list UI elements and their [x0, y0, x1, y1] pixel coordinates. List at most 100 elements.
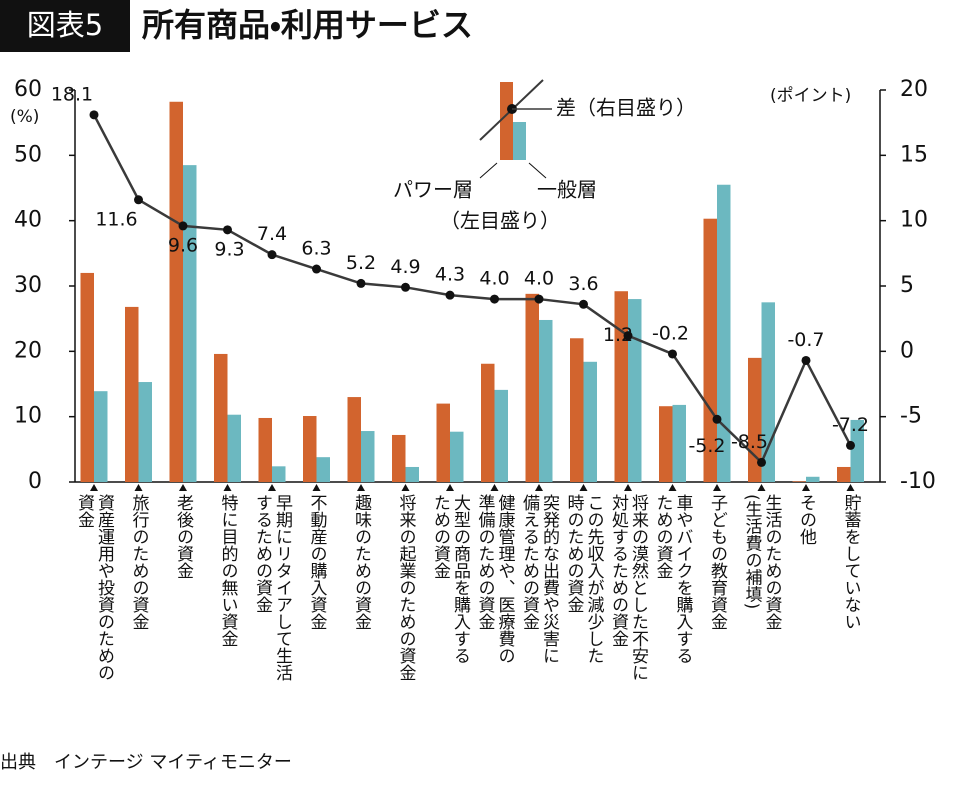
- bar: [347, 397, 361, 482]
- point: [223, 225, 232, 235]
- category-marker: [846, 484, 855, 491]
- x-tick-label: 不動産の購入資金: [306, 494, 327, 630]
- value-label: -0.7: [787, 329, 824, 351]
- x-tick-label: 貯蓄をしていない: [840, 494, 861, 630]
- y-tick-label: 20: [14, 338, 42, 363]
- point: [668, 349, 677, 359]
- category-marker: [134, 484, 143, 491]
- point: [623, 331, 633, 341]
- category-marker: [490, 484, 499, 491]
- point: [267, 250, 277, 260]
- x-tick-label: 特に目的の無い資金: [217, 494, 238, 647]
- bar: [850, 419, 864, 482]
- value-label: 18.1: [51, 83, 93, 105]
- value-label: 9.3: [214, 238, 244, 260]
- badge: 図表5: [27, 8, 103, 42]
- point: [89, 110, 99, 120]
- bar: [672, 404, 686, 482]
- bar: [272, 466, 286, 482]
- bar: [258, 417, 272, 482]
- bar: [316, 457, 330, 482]
- x-tick-label: 老後の資金: [173, 494, 193, 579]
- y-axis-label: (%): [10, 107, 39, 127]
- y-tick-label: 0: [28, 469, 42, 494]
- category-marker: [446, 484, 454, 491]
- point: [579, 299, 588, 309]
- chart-title: 所有商品・利用サービス: [141, 6, 473, 44]
- bar: [583, 361, 597, 482]
- bar: [494, 389, 508, 482]
- x-tick-label: 将来の漠然とした不安に 対処するための資金: [608, 494, 648, 681]
- y2-tick-label: 15: [900, 142, 928, 167]
- value-label: 4.0: [524, 268, 554, 290]
- point: [846, 440, 855, 450]
- value-label: -7.2: [832, 414, 869, 436]
- y2-axis-label: (ポイント): [770, 86, 851, 106]
- point: [401, 282, 410, 292]
- category-marker: [802, 484, 810, 491]
- bar: [481, 363, 495, 482]
- point: [178, 221, 188, 231]
- y2-tick-label: 5: [900, 273, 914, 298]
- bar: [659, 406, 673, 482]
- category-marker: [713, 484, 721, 491]
- source: 出典 インテージ マイティモニター: [0, 752, 292, 773]
- bar: [525, 293, 539, 482]
- legend-leader: [528, 162, 547, 179]
- bar: [125, 306, 139, 482]
- y-tick-label: 50: [14, 142, 42, 167]
- point: [534, 294, 544, 304]
- legend-note: （右目盛り）: [576, 96, 696, 120]
- point: [356, 278, 366, 288]
- bar: [183, 165, 197, 482]
- x-tick-label: 将来の起業のための資金: [395, 494, 416, 681]
- x-tick-label: 資産運用や投資のための 資金: [74, 494, 114, 681]
- point: [490, 294, 499, 304]
- category-marker: [223, 484, 232, 491]
- value-label: 4.3: [435, 264, 465, 286]
- x-tick-label: 車やバイクを購入する ための資金: [652, 494, 693, 664]
- bar: [717, 184, 731, 482]
- value-label: -8.5: [731, 431, 768, 453]
- value-label: 11.6: [95, 208, 137, 230]
- value-label: 4.0: [479, 268, 509, 290]
- category-marker: [579, 484, 588, 491]
- value-label: 4.9: [390, 256, 420, 278]
- y-tick-label: 10: [14, 404, 42, 429]
- point: [445, 290, 455, 300]
- bar: [539, 319, 553, 482]
- legend-label: 一般層: [537, 178, 597, 202]
- bar: [837, 466, 851, 482]
- category-marker: [401, 484, 410, 491]
- bar: [214, 353, 228, 482]
- point: [312, 264, 321, 274]
- bar: [614, 291, 628, 482]
- bar: [628, 299, 642, 482]
- y-tick-label: 60: [14, 77, 42, 102]
- point: [757, 457, 766, 467]
- line: [92, 114, 852, 465]
- x-tick-label: 旅行のための資金: [128, 494, 149, 630]
- legend-swatch: [500, 82, 513, 160]
- bar: [570, 338, 584, 482]
- point: [801, 355, 811, 365]
- category-marker: [535, 484, 543, 491]
- legend-label: パワー層: [393, 178, 473, 202]
- category-marker: [757, 484, 766, 491]
- bar: [138, 382, 152, 482]
- value-label: 5.2: [346, 252, 376, 274]
- category-marker: [90, 484, 98, 491]
- x-tick-label: その他: [796, 494, 816, 545]
- bar: [792, 481, 806, 482]
- bar: [405, 466, 419, 482]
- y2-tick-label: 10: [900, 208, 928, 233]
- category-marker: [357, 484, 365, 491]
- value-label: 3.6: [568, 273, 598, 295]
- point: [134, 195, 143, 205]
- legend: 差 （右目盛り） パワー層 一般層 （左目盛り）: [393, 79, 696, 233]
- x-tick-label: 生活のための資金 (生活費の補填): [741, 494, 782, 630]
- y-tick-label: 40: [14, 208, 42, 233]
- category-marker: [312, 484, 321, 491]
- x-tick-label: 突発的な出費や災害に 備えるための資金: [519, 494, 559, 664]
